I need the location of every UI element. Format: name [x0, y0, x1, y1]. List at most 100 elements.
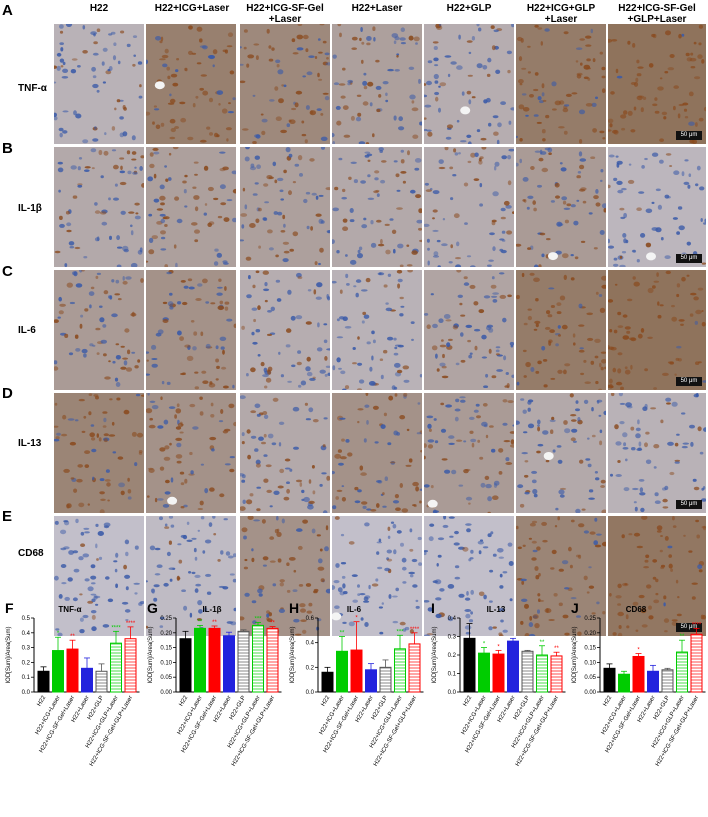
- y-tick-label: 0.0: [448, 690, 457, 696]
- bar: [647, 670, 659, 693]
- quantification-charts: F TNF-α IOD[Sum]/Area(Sum) 0.0 0.1 0.2 0.3 0.4 0…: [5, 600, 706, 767]
- y-axis-label: IOD[Sum]/Area(Sum): [290, 626, 296, 683]
- column-header: H22+ICG-SF-Gel +Laser: [246, 3, 324, 25]
- y-tick-label: 0.3: [22, 646, 31, 652]
- y-tick-label: 0.4: [22, 631, 31, 637]
- row-label: IL-6: [18, 325, 36, 336]
- micrograph-tile: 50 μm: [608, 24, 706, 144]
- x-tick-label: H22: [37, 694, 48, 707]
- y-tick-label: 0.20: [160, 631, 172, 637]
- x-tick-label: H22: [321, 694, 332, 707]
- chart-title: TNF-α: [58, 605, 81, 614]
- y-tick-label: 0.2: [306, 665, 315, 671]
- y-axis-label: IOD[Sum]/Area(Sum): [432, 626, 438, 683]
- micrograph-tile: [54, 147, 144, 267]
- y-tick-label: 0.00: [160, 690, 172, 696]
- bar: [110, 642, 122, 693]
- y-tick-label: 0.05: [160, 675, 172, 681]
- y-tick-label: 0.25: [584, 616, 596, 622]
- micrograph-tile: 50 μm: [608, 147, 706, 267]
- scale-bar: 50 μm: [676, 377, 702, 386]
- micrograph-tile: [146, 516, 236, 636]
- chart-title: CD68: [626, 605, 647, 614]
- micrograph-tile: [424, 147, 514, 267]
- y-tick-label: 0.4: [306, 641, 315, 647]
- y-tick-label: 0.1: [448, 672, 457, 678]
- y-tick-label: 0.10: [160, 660, 172, 666]
- y-tick-label: 0.15: [584, 646, 596, 652]
- micrograph-tile: [146, 147, 236, 267]
- bar: [37, 670, 50, 693]
- bar: [321, 671, 334, 693]
- y-tick-label: 0.2: [448, 653, 457, 659]
- micrograph-tile: [424, 393, 514, 513]
- x-tick-label: H22: [179, 694, 190, 707]
- significance-mark: **: [198, 619, 203, 625]
- chart-title: IL-1β: [202, 605, 221, 614]
- micrograph-tile: [516, 147, 606, 267]
- micrograph-tile: [54, 270, 144, 390]
- y-axis-label: IOD[Sum]/Area(Sum): [148, 626, 154, 683]
- micrograph-tile: [424, 24, 514, 144]
- row-label: TNF-α: [18, 83, 47, 94]
- panel-label: C: [2, 263, 13, 280]
- significance-mark: **: [554, 646, 559, 652]
- column-header: H22+ICG+Laser: [154, 3, 230, 14]
- significance-mark: **: [270, 621, 275, 627]
- scale-bar: 50 μm: [676, 623, 702, 632]
- significance-mark: ***: [254, 616, 262, 622]
- y-tick-label: 0.15: [160, 646, 172, 652]
- significance-mark: *: [483, 642, 486, 648]
- column-header: H22: [89, 3, 109, 14]
- significance-mark: ****: [111, 625, 121, 631]
- chart-panel-label: I: [431, 600, 435, 616]
- row-label: IL-13: [18, 438, 42, 449]
- significance-mark: **: [680, 634, 685, 640]
- micrograph-tile: [240, 24, 330, 144]
- bar: [478, 652, 490, 693]
- micrograph-tile: [146, 270, 236, 390]
- y-axis-label: IOD[Sum]/Area(Sum): [6, 626, 12, 683]
- column-header: H22+ICG+GLP +Laser: [526, 3, 596, 25]
- significance-mark: *: [355, 616, 358, 622]
- chart-panel-label: H: [289, 600, 299, 616]
- column-header: H22+ICG-SF-Gel +GLP+Laser: [618, 3, 696, 25]
- bar: [208, 627, 221, 693]
- panel-label: D: [2, 385, 13, 402]
- micrograph-tile: [332, 393, 422, 513]
- bar: [194, 627, 206, 693]
- y-tick-label: 0.3: [448, 635, 457, 641]
- micrograph-tile: [424, 516, 514, 636]
- x-tick-label: H22: [603, 694, 614, 707]
- bar: [52, 650, 64, 693]
- row-label: IL-1β: [18, 203, 42, 214]
- chart-panel-label: G: [147, 600, 158, 616]
- micrograph-tile: [240, 393, 330, 513]
- y-tick-label: 0.1: [22, 675, 31, 681]
- chart-title: IL-6: [347, 605, 362, 614]
- bar: [95, 670, 108, 693]
- bar: [463, 637, 476, 693]
- bar: [618, 673, 630, 693]
- chart-panel-label: F: [5, 600, 14, 616]
- scale-bar: 50 μm: [676, 254, 702, 263]
- significance-mark: ****: [692, 622, 702, 628]
- micrograph-tile: [332, 516, 422, 636]
- chart-title: IL-13: [487, 605, 506, 614]
- significance-mark: **: [340, 631, 345, 637]
- y-tick-label: 0.2: [22, 660, 31, 666]
- significance-mark: ***: [396, 629, 404, 635]
- significance-mark: **: [540, 640, 545, 646]
- micrograph-tile: [54, 24, 144, 144]
- x-tick-label: H22: [463, 694, 474, 707]
- bar: [394, 648, 406, 693]
- micrograph-tile: [146, 393, 236, 513]
- bar: [336, 650, 348, 693]
- bar: [492, 653, 505, 693]
- micrograph-tile: [54, 393, 144, 513]
- y-tick-label: 0.10: [584, 660, 596, 666]
- significance-mark: *: [57, 631, 60, 637]
- y-tick-label: 0.00: [584, 690, 596, 696]
- micrograph-tile: 50 μm: [608, 270, 706, 390]
- micrograph-tile: [332, 24, 422, 144]
